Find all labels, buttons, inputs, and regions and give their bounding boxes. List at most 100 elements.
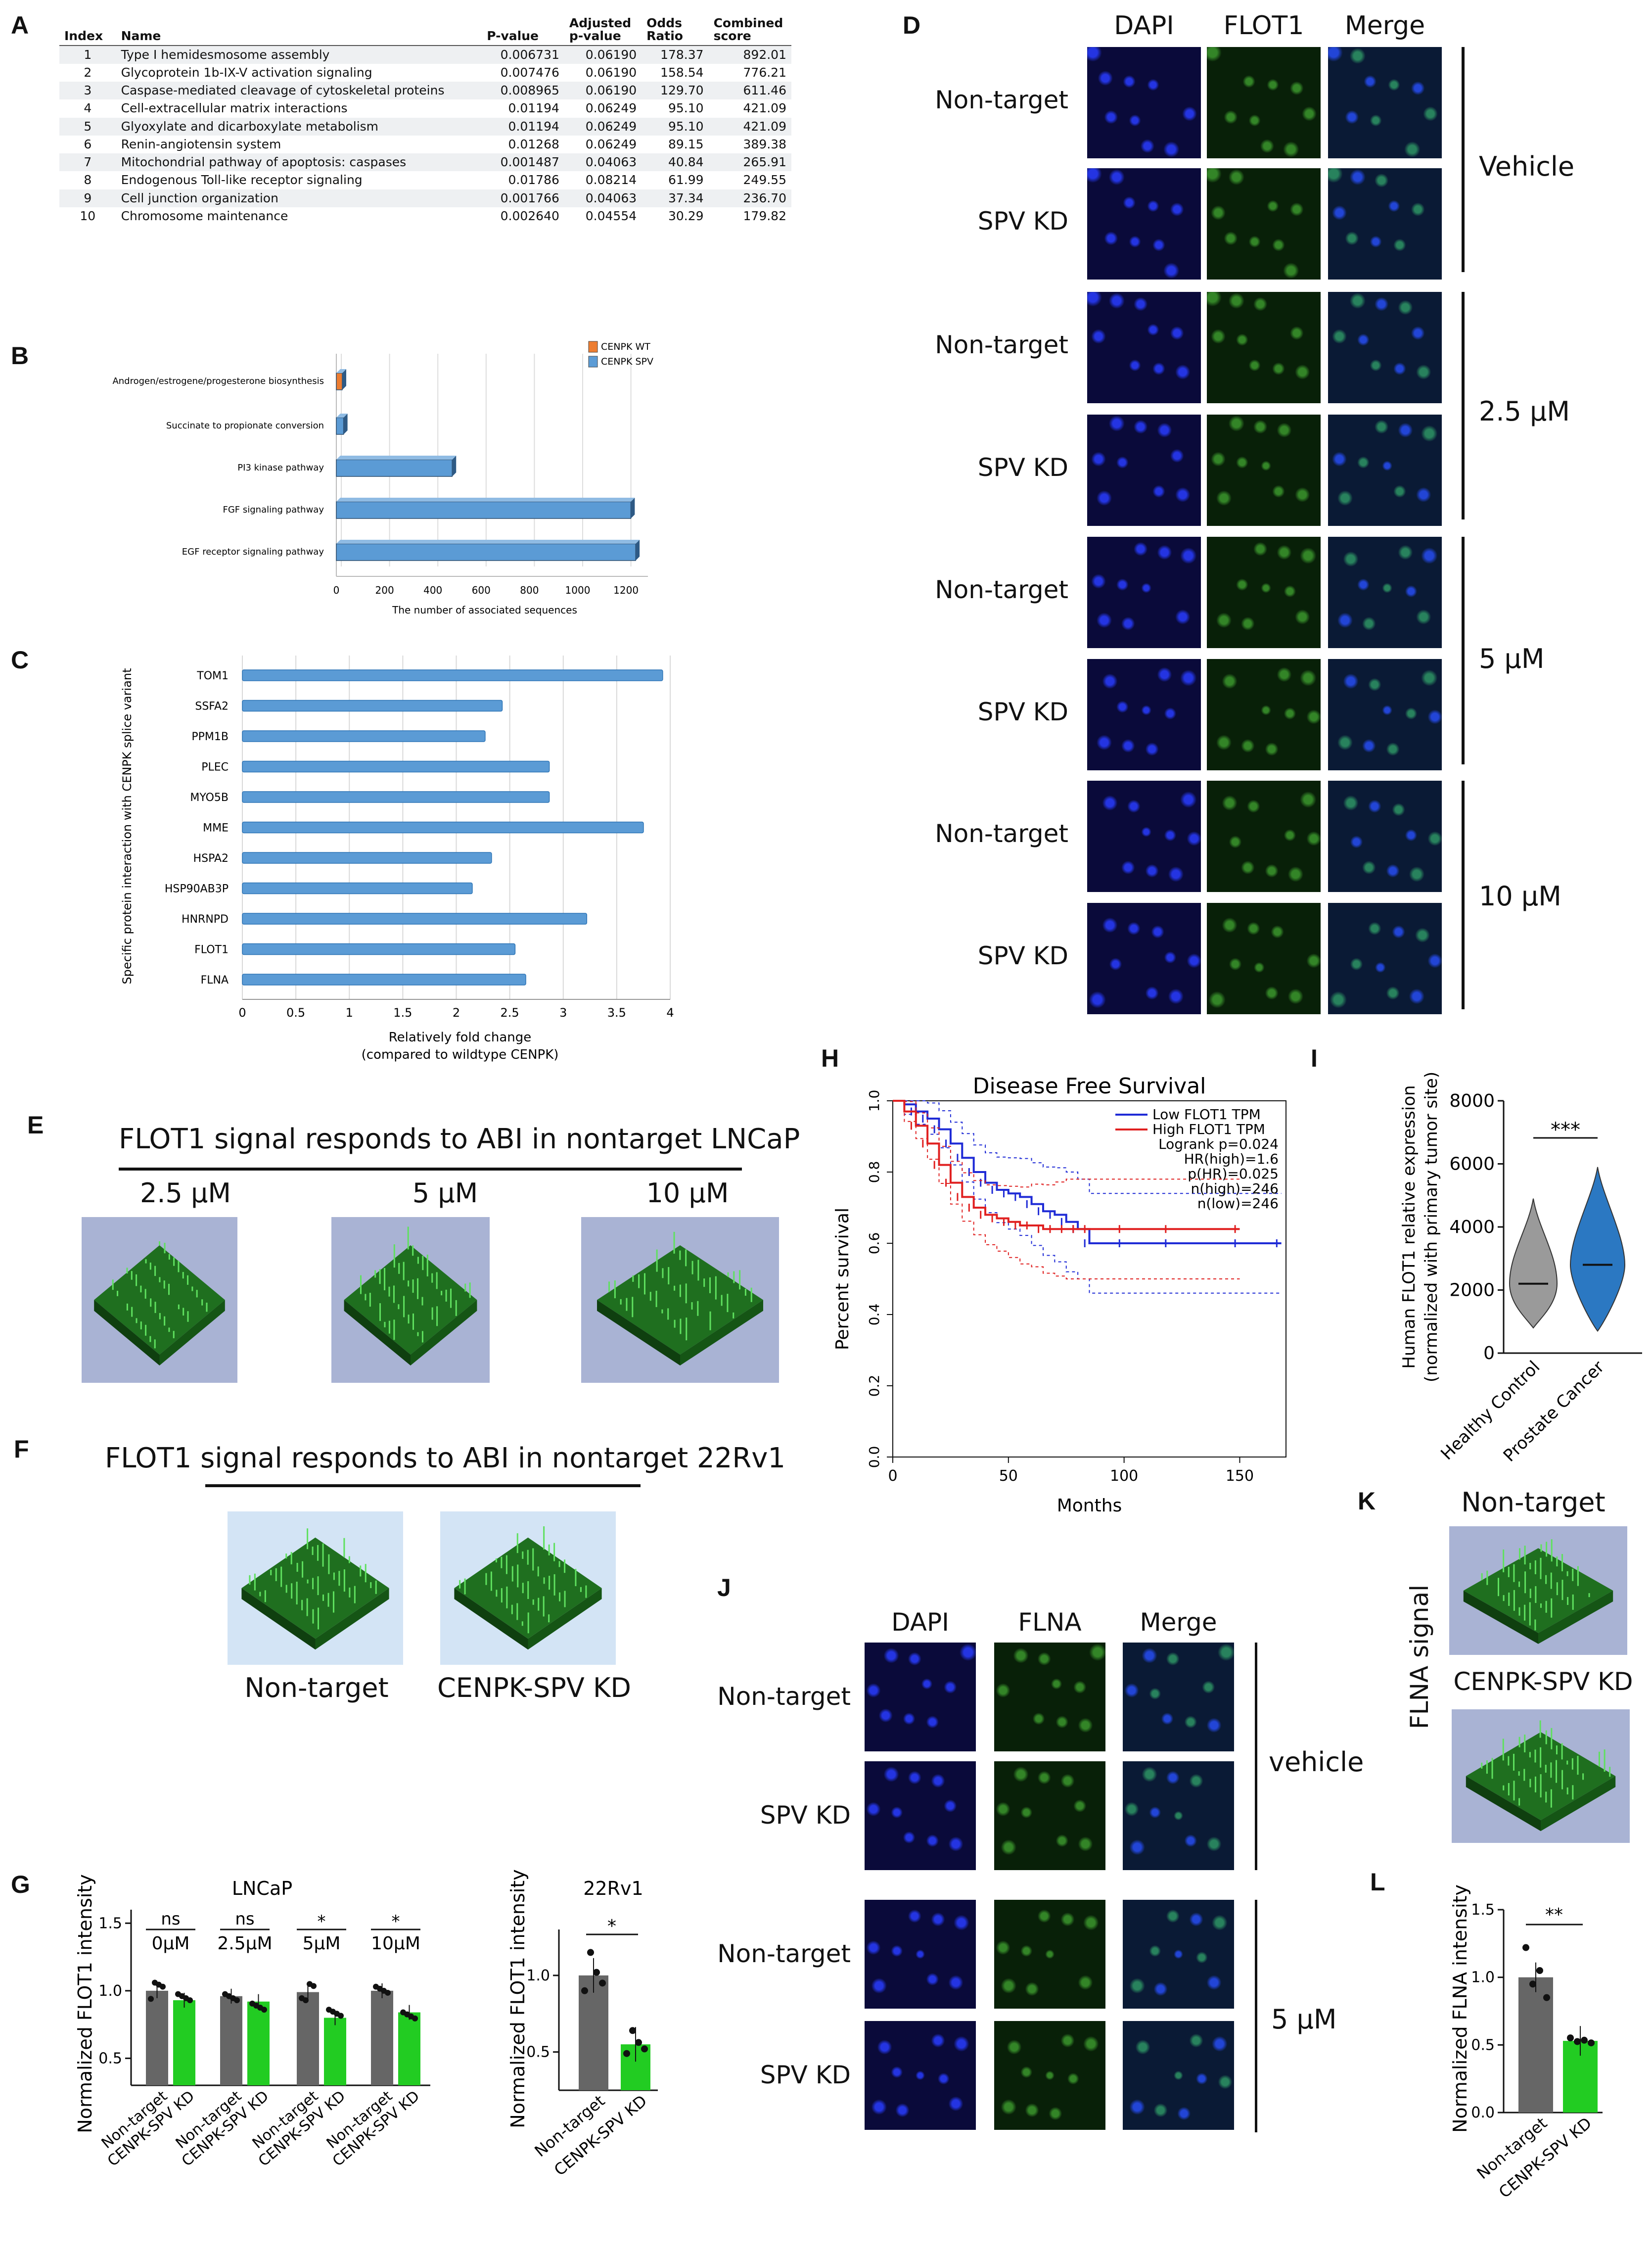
y-axis-title: Specific protein interaction with CENPK …	[120, 668, 134, 984]
micro-image	[994, 2021, 1105, 2130]
cell-odds: 89.15	[668, 137, 704, 151]
micro-image	[1207, 292, 1321, 403]
cell-name: Type I hemidesmosome assembly	[116, 45, 482, 64]
micro-image	[1123, 2021, 1234, 2130]
micro-image	[1207, 903, 1321, 1014]
row-label: Non-target	[935, 819, 1068, 848]
x-tick-label: 200	[375, 584, 394, 596]
category-label: PLEC	[201, 761, 229, 774]
panel-letter-l: L	[1370, 1868, 1385, 1896]
cell-odds: 30.29	[668, 208, 704, 223]
cell-pvalue: 0.008965	[482, 82, 564, 100]
cell-score: 421.09	[708, 117, 791, 136]
x-tick-label: 100	[1110, 1467, 1138, 1485]
cell-odds: 129.70	[642, 82, 709, 100]
panel-k-label-2: CENPK-SPV KD	[1453, 1667, 1633, 1696]
panel-letter-f: F	[14, 1435, 29, 1463]
row-label: SPV KD	[760, 1801, 851, 1830]
col-score: Combined score	[713, 16, 783, 44]
panel-letter-i: I	[1311, 1044, 1318, 1072]
micro-image	[1207, 537, 1321, 648]
ci-lower	[893, 1100, 1240, 1279]
cell-name: Caspase-mediated cleavage of cytoskeleta…	[116, 82, 482, 100]
micro-image	[1328, 47, 1442, 158]
panel-letter-b: B	[11, 342, 29, 370]
y-tick-label: 0	[1483, 1343, 1495, 1364]
row-label: SPV KD	[977, 941, 1068, 970]
data-point	[412, 2015, 418, 2022]
data-point	[635, 2039, 642, 2046]
surface-side	[597, 1300, 680, 1366]
chart-title: LNCaP	[232, 1878, 292, 1899]
legend-label: CENPK SPV	[601, 356, 653, 367]
panel-e-label-1: 2.5 µM	[140, 1177, 231, 1209]
column-header: Merge	[1140, 1608, 1217, 1637]
x-axis-title: Relatively fold change	[389, 1030, 531, 1045]
surface-side	[1466, 1776, 1541, 1832]
cell-odds: 37.34	[642, 189, 709, 207]
y-tick-label: 1.0	[1471, 1969, 1495, 1986]
group-bracket	[1255, 1643, 1257, 1870]
micro-image	[1328, 537, 1442, 648]
group-bracket	[1462, 781, 1465, 1009]
bar	[220, 1996, 242, 2085]
y-axis-title: Normalized FLOT1 intensity	[507, 1869, 529, 2128]
legend-label: CENPK WT	[601, 341, 650, 352]
group-label: Vehicle	[1479, 151, 1575, 182]
bar	[242, 821, 644, 834]
panel-f-rule	[205, 1484, 641, 1487]
bar	[324, 2018, 346, 2085]
panel-e-rule	[119, 1168, 742, 1171]
surface-top	[344, 1245, 477, 1355]
stat-label: p(HR)=0.025	[1188, 1166, 1279, 1182]
y-tick-label: 1.0	[526, 1967, 550, 1984]
row-label: Non-target	[935, 330, 1068, 359]
x-tick-label: 2.5	[501, 1006, 519, 1020]
surface-plot	[344, 1226, 477, 1366]
col-index: Index	[64, 29, 103, 44]
surface-plot-frame	[82, 1217, 237, 1383]
surface-side	[94, 1300, 160, 1366]
cell-name: Glyoxylate and dicarboxylate metabolism	[116, 117, 482, 136]
y-tick-label: 0.5	[526, 2044, 550, 2061]
micro-image	[1123, 1761, 1234, 1870]
panel-f-label-1: Non-target	[244, 1672, 389, 1703]
cell-adj: 0.04063	[564, 189, 642, 207]
enrichment-table: Index Name P-value Adjusted p-value Odds…	[59, 15, 791, 225]
y-tick-label: 1.0	[866, 1090, 882, 1112]
x-tick-label: 50	[999, 1467, 1018, 1485]
cell-index: 8	[84, 173, 92, 188]
cell-pvalue: 0.001487	[482, 153, 564, 172]
category-label: HSP90AB3P	[165, 883, 229, 895]
panel-f-label-2: CENPK-SPV KD	[437, 1672, 631, 1703]
row-label: SPV KD	[760, 2061, 851, 2089]
micro-image	[1087, 903, 1201, 1014]
panel-k-label-1: Non-target	[1461, 1487, 1606, 1518]
bar-top	[336, 414, 348, 418]
micro-image	[1207, 659, 1321, 770]
bar	[242, 943, 516, 955]
data-point	[261, 2007, 267, 2013]
cell-odds: 40.84	[642, 153, 709, 172]
col-name: Name	[121, 29, 161, 44]
legend-label: Low FLOT1 TPM	[1152, 1106, 1261, 1123]
bar-top	[336, 498, 635, 502]
panel-letter-a: A	[11, 11, 29, 39]
survival-curve	[893, 1100, 1282, 1244]
stat-label: n(low)=246	[1197, 1195, 1279, 1212]
column-header: FLNA	[1018, 1608, 1082, 1637]
micro-image	[1087, 47, 1201, 158]
cell-score: 611.46	[708, 82, 791, 100]
panel-f-title: FLOT1 signal responds to ABI in nontarge…	[105, 1442, 785, 1474]
cell-odds: 158.54	[660, 65, 704, 80]
cell-score: 249.55	[743, 173, 786, 188]
column-header: FLOT1	[1223, 11, 1304, 41]
bar	[242, 791, 550, 803]
cell-index: 2	[84, 65, 92, 80]
cell-index: 1	[59, 45, 116, 64]
x-tick-label: 1	[346, 1006, 353, 1020]
col-odds: Odds Ratio	[646, 16, 683, 44]
surface-plot-frame	[1449, 1526, 1627, 1655]
